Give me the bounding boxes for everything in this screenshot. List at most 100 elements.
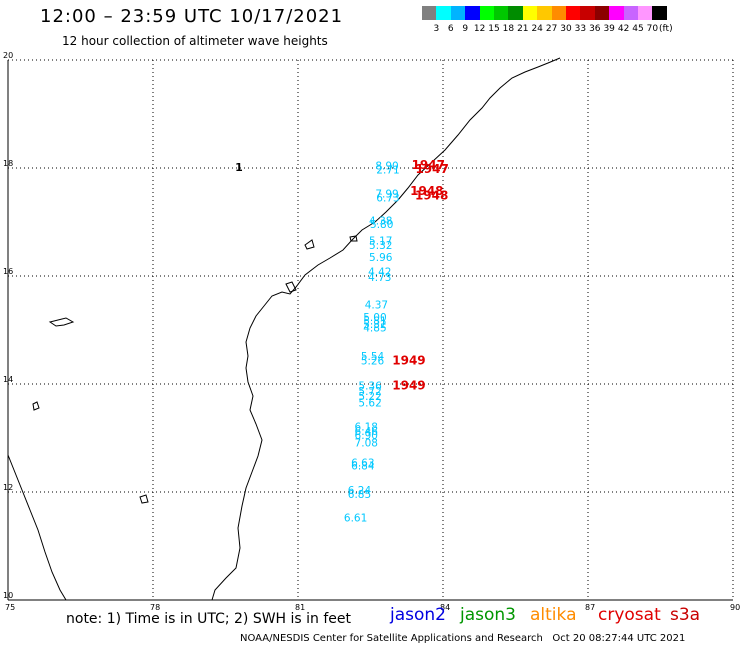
swh-value: 5.36 — [358, 380, 382, 392]
satellite-altika: altika — [530, 605, 577, 625]
footer-credit: NOAA/NESDIS Center for Satellite Applica… — [240, 633, 685, 644]
legend-swatch — [580, 6, 595, 20]
legend-label: 24 — [531, 24, 543, 34]
island-shape — [285, 281, 297, 293]
swh-value: 6.90 — [355, 430, 378, 442]
legend-swatch — [609, 6, 624, 20]
west-coast-line — [7, 454, 67, 601]
satellite-jason2: jason2 — [390, 605, 446, 625]
legend-label: 12 — [473, 24, 486, 34]
legend-swatch — [522, 6, 538, 20]
legend-swatch — [479, 6, 494, 20]
legend-swatch — [494, 6, 509, 20]
legend-label: 70 — [646, 24, 659, 34]
footer-note: note: 1) Time is in UTC; 2) SWH is in fe… — [66, 611, 352, 627]
time-label: 1948 — [410, 184, 443, 198]
x-tick-label: 90 — [730, 603, 740, 612]
legend-swatch — [551, 6, 566, 20]
swh-value: 5.32 — [369, 240, 392, 252]
time-label: 1947 — [415, 162, 448, 176]
legend-label: 42 — [617, 24, 630, 34]
x-tick-label: 87 — [585, 603, 595, 612]
swh-value: 6.61 — [344, 513, 367, 525]
island-shape — [349, 235, 358, 242]
swh-value: 5.26 — [361, 356, 385, 368]
swh-value: 4.73 — [368, 272, 391, 284]
time-label: 1948 — [415, 188, 448, 202]
time-label: 1949 — [392, 378, 425, 392]
legend-label: 39 — [603, 24, 615, 34]
swh-value: 5.22 — [358, 391, 381, 403]
swh-value: 6.73 — [376, 192, 399, 204]
swh-value: 6.84 — [351, 460, 375, 472]
x-tick-label: 75 — [5, 603, 15, 612]
swh-value: 4.38 — [369, 216, 392, 228]
satellite-s3a: s3a — [670, 605, 701, 625]
swh-value: 6.18 — [355, 421, 378, 433]
swh-value: 7.99 — [375, 189, 398, 201]
pass-marker: 1 — [235, 161, 243, 174]
legend-swatch — [594, 6, 610, 20]
swh-value: 6.24 — [348, 485, 372, 497]
y-tick-label: 18 — [3, 159, 13, 168]
swh-value: 6.46 — [355, 426, 379, 438]
credit-text: NOAA/NESDIS Center for Satellite Applica… — [240, 633, 543, 644]
coastline — [7, 57, 561, 601]
swh-value: 5.00 — [363, 312, 386, 324]
swh-value: 5.81 — [363, 316, 386, 328]
legend-label: 18 — [502, 24, 515, 34]
legend-label: 33 — [574, 24, 587, 34]
swh-value: 6.85 — [348, 489, 371, 501]
legend-label: 6 — [447, 24, 454, 34]
y-tick-label: 16 — [3, 267, 13, 276]
time-label: 1949 — [392, 354, 425, 368]
timestamp-text: Oct 20 08:27:44 UTC 2021 — [552, 633, 686, 644]
swh-value: 4.42 — [368, 266, 391, 278]
swh-value: 5.17 — [369, 236, 392, 248]
time-label: 1947 — [412, 158, 445, 172]
swh-value: 6.63 — [351, 458, 374, 470]
legend-label: 21 — [517, 24, 529, 34]
x-tick-label: 84 — [440, 603, 450, 612]
swh-value: 5.62 — [358, 398, 381, 410]
legend-label: 27 — [545, 24, 558, 34]
legend-label: 36 — [589, 24, 601, 34]
swh-value: 8.90 — [375, 161, 398, 173]
legend-unit: (ft) — [659, 24, 673, 34]
swh-value: 5.54 — [361, 351, 385, 363]
legend-label: 9 — [462, 24, 469, 34]
legend-swatch — [436, 6, 451, 20]
legend-label: 30 — [560, 24, 572, 34]
legend-swatch — [566, 6, 581, 20]
x-tick-label: 78 — [150, 603, 160, 612]
legend-swatch — [422, 6, 437, 20]
page-title: 12:00 – 23:59 UTC 10/17/2021 — [40, 6, 344, 27]
legend-swatch — [623, 6, 638, 20]
swh-value: 5.96 — [369, 252, 393, 264]
satellite-jason3: jason3 — [460, 605, 516, 625]
legend-swatch — [652, 6, 667, 20]
island-shape — [304, 239, 315, 250]
swh-value: 5.72 — [358, 386, 381, 398]
satellite-cryosat: cryosat — [598, 605, 661, 625]
swh-values: 8.902.717.996.734.385.805.175.325.964.42… — [344, 161, 400, 525]
page-subtitle: 12 hour collection of altimeter wave hei… — [62, 34, 328, 48]
y-tick-label: 10 — [3, 591, 13, 600]
x-tick-label: 81 — [295, 603, 305, 612]
swh-value: 5.80 — [370, 219, 393, 231]
island-shape — [32, 401, 40, 411]
legend-label: 45 — [632, 24, 644, 34]
swh-value: 4.85 — [363, 323, 386, 335]
swh-value: 4.37 — [365, 299, 388, 311]
island-shape — [139, 494, 149, 504]
island-shape — [48, 317, 75, 327]
legend-swatch — [537, 6, 552, 20]
y-tick-label: 20 — [3, 51, 13, 60]
legend-label: 3 — [433, 24, 440, 34]
legend-swatch — [465, 6, 480, 20]
legend-swatch — [638, 6, 653, 20]
legend-label: 15 — [488, 24, 500, 34]
color-legend: 3 6 9 12 15 18 21 24 27 30 33 36 39 42 45 70 (ft) — [422, 4, 732, 44]
